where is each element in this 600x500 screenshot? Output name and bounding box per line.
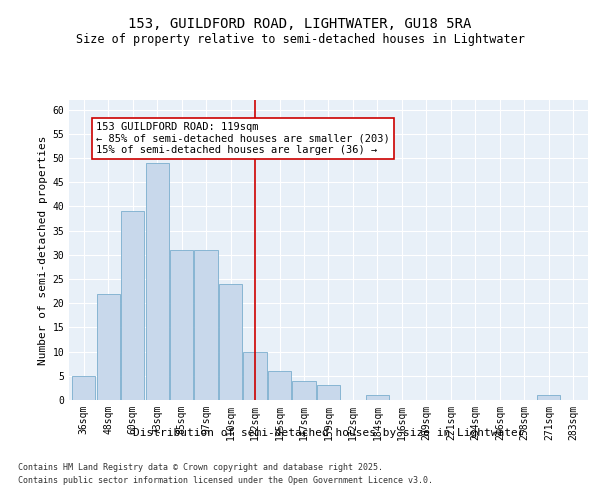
Bar bbox=[268, 371, 291, 400]
Text: 153 GUILDFORD ROAD: 119sqm
← 85% of semi-detached houses are smaller (203)
15% o: 153 GUILDFORD ROAD: 119sqm ← 85% of semi… bbox=[96, 122, 389, 155]
Bar bbox=[97, 294, 120, 400]
Bar bbox=[244, 352, 266, 400]
Bar bbox=[292, 380, 316, 400]
Bar bbox=[72, 376, 95, 400]
Text: Contains public sector information licensed under the Open Government Licence v3: Contains public sector information licen… bbox=[18, 476, 433, 485]
Bar bbox=[317, 386, 340, 400]
Text: Distribution of semi-detached houses by size in Lightwater: Distribution of semi-detached houses by … bbox=[133, 428, 524, 438]
Bar bbox=[121, 212, 144, 400]
Text: 153, GUILDFORD ROAD, LIGHTWATER, GU18 5RA: 153, GUILDFORD ROAD, LIGHTWATER, GU18 5R… bbox=[128, 18, 472, 32]
Bar bbox=[146, 163, 169, 400]
Text: Size of property relative to semi-detached houses in Lightwater: Size of property relative to semi-detach… bbox=[76, 32, 524, 46]
Bar bbox=[537, 395, 560, 400]
Y-axis label: Number of semi-detached properties: Number of semi-detached properties bbox=[38, 135, 48, 365]
Text: Contains HM Land Registry data © Crown copyright and database right 2025.: Contains HM Land Registry data © Crown c… bbox=[18, 462, 383, 471]
Bar bbox=[194, 250, 218, 400]
Bar bbox=[219, 284, 242, 400]
Bar bbox=[170, 250, 193, 400]
Bar bbox=[366, 395, 389, 400]
